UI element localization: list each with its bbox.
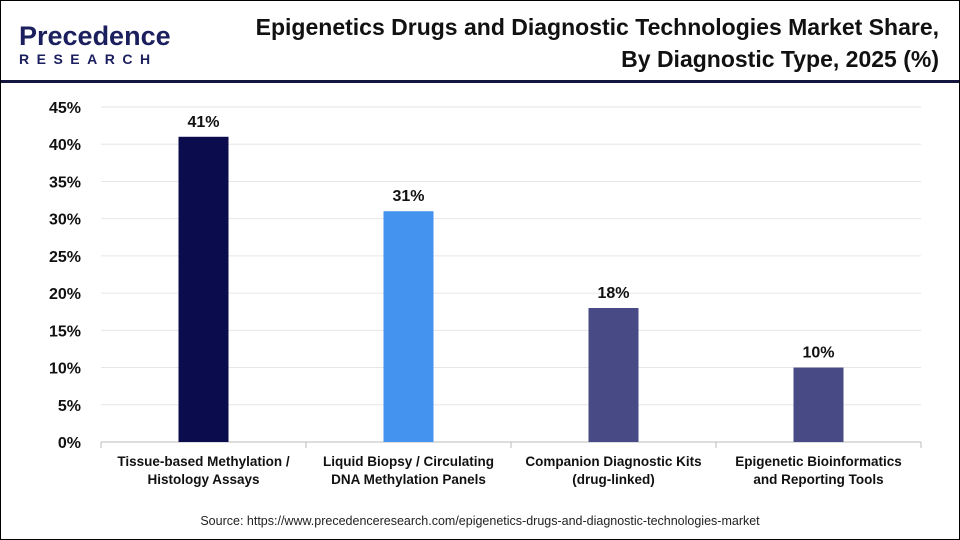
data-label: 41% xyxy=(187,114,219,131)
bar xyxy=(588,308,639,442)
x-category-label: (drug-linked) xyxy=(572,472,655,487)
source-note: Source: https://www.precedenceresearch.c… xyxy=(200,514,760,528)
title-line-1: Epigenetics Drugs and Diagnostic Technol… xyxy=(255,14,939,40)
logo-subtext: RESEARCH xyxy=(19,51,158,67)
y-tick-label: 35% xyxy=(49,174,81,191)
y-tick-label: 5% xyxy=(58,398,81,415)
bar xyxy=(383,211,434,442)
x-category-label: Epigenetic Bioinformatics xyxy=(735,454,902,469)
x-category-label: DNA Methylation Panels xyxy=(331,472,486,487)
logo: Precedence RESEARCH xyxy=(19,21,171,68)
chart-title: Epigenetics Drugs and Diagnostic Technol… xyxy=(181,11,939,75)
y-tick-label: 15% xyxy=(49,323,81,340)
logo-text: Precedence xyxy=(19,21,171,51)
data-label: 31% xyxy=(392,188,424,205)
x-category-label: Tissue-based Methylation / xyxy=(117,454,290,469)
y-tick-label: 20% xyxy=(49,286,81,303)
bar xyxy=(793,367,844,442)
y-tick-label: 45% xyxy=(49,100,81,117)
y-tick-label: 0% xyxy=(58,435,81,452)
y-tick-label: 40% xyxy=(49,137,81,154)
data-label: 18% xyxy=(597,285,629,302)
y-tick-label: 30% xyxy=(49,212,81,229)
x-category-label: Histology Assays xyxy=(147,472,259,487)
bar xyxy=(178,136,229,442)
header-divider xyxy=(1,80,959,83)
x-category-label: Companion Diagnostic Kits xyxy=(525,454,701,469)
y-tick-label: 25% xyxy=(49,249,81,266)
x-category-label: Liquid Biopsy / Circulating xyxy=(323,454,494,469)
data-label: 10% xyxy=(802,345,834,362)
title-line-2: By Diagnostic Type, 2025 (%) xyxy=(621,46,939,72)
y-tick-label: 10% xyxy=(49,361,81,378)
x-category-label: and Reporting Tools xyxy=(753,472,883,487)
